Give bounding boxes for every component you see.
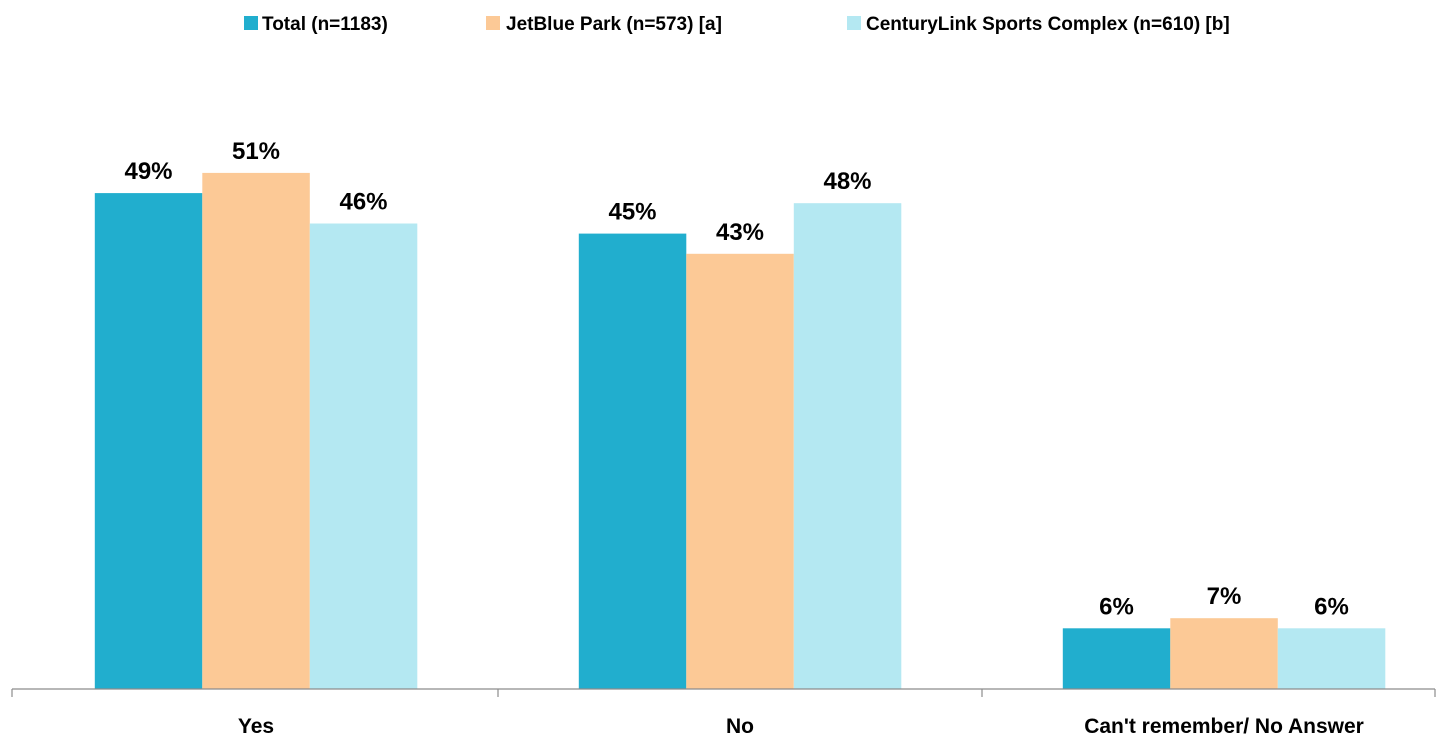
legend-label-total-n-1183: Total (n=1183) [262,14,388,35]
bar-no-jetblue-park-n-573-a [686,253,794,690]
data-label-no-total-n-1183: 45% [608,199,656,226]
data-label-can-t-remember-no-answer-total-n-1183: 6% [1099,593,1134,620]
x-tick-label-can-t-remember-no-answer: Can't remember/ No Answer [1084,715,1364,738]
x-axis: Yes No Can't remember/ No Answer [11,688,1436,738]
data-labels: 49% 51% 46% 45% 43% 48% 6% 7% 6% [124,138,1348,620]
bar-can-t-remember-no-answer-centurylink-sports-complex-n-610-b [1277,628,1386,689]
data-label-no-centurylink-sports-complex-n-610-b: 48% [823,168,871,195]
legend-swatch-total-n-1183 [244,16,258,30]
data-label-no-jetblue-park-n-573-a: 43% [716,219,764,246]
bar-no-centurylink-sports-complex-n-610-b [793,203,902,689]
bar-can-t-remember-no-answer-jetblue-park-n-573-a [1170,618,1278,689]
data-label-yes-total-n-1183: 49% [124,158,172,185]
legend: Total (n=1183) JetBlue Park (n=573) [a] Ce… [244,14,1230,35]
data-label-can-t-remember-no-answer-centurylink-sports-complex-n-610-b: 6% [1314,593,1349,620]
legend-swatch-jetblue-park-n-573-a [486,16,500,30]
bar-can-t-remember-no-answer-total-n-1183 [1062,628,1171,689]
legend-label-centurylink-sports-complex-n-610-b: CenturyLink Sports Complex (n=610) [b] [866,14,1230,35]
bar-no-total-n-1183 [578,233,687,689]
bar-yes-total-n-1183 [94,193,203,689]
bars [94,172,1386,690]
data-label-yes-jetblue-park-n-573-a: 51% [232,138,280,165]
bar-yes-jetblue-park-n-573-a [202,172,310,689]
x-tick-label-no: No [726,715,754,738]
legend-swatch-centurylink-sports-complex-n-610-b [847,16,861,30]
legend-label-jetblue-park-n-573-a: JetBlue Park (n=573) [a] [506,14,722,35]
data-label-yes-centurylink-sports-complex-n-610-b: 46% [339,189,387,216]
x-tick-label-yes: Yes [238,715,274,738]
data-label-can-t-remember-no-answer-jetblue-park-n-573-a: 7% [1207,583,1242,610]
bar-yes-centurylink-sports-complex-n-610-b [309,223,418,689]
